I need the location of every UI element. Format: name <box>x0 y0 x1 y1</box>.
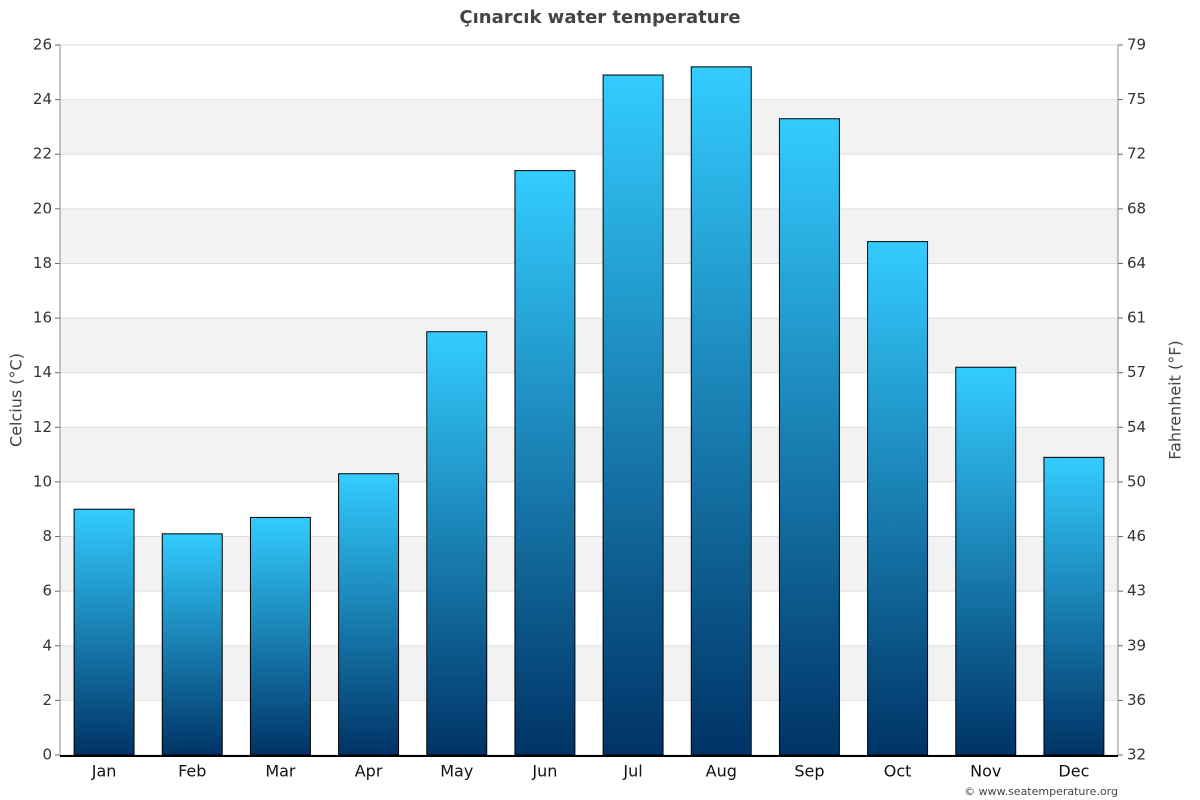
y2-tick-label: 72 <box>1127 145 1146 163</box>
y-tick-label: 4 <box>42 636 52 654</box>
y-tick-label: 0 <box>42 746 52 764</box>
y-tick-label: 8 <box>42 527 52 545</box>
x-tick-label: Apr <box>355 762 383 781</box>
y-tick-label: 22 <box>33 145 52 163</box>
grid-band <box>60 427 1118 482</box>
grid-band <box>60 536 1118 592</box>
y-tick-label: 12 <box>33 418 52 436</box>
y-tick-label: 14 <box>33 363 52 381</box>
y-tick-label: 10 <box>33 472 52 490</box>
y-tick-label: 24 <box>33 90 52 108</box>
bar <box>602 74 664 756</box>
grid-band <box>60 318 1118 373</box>
chart-title: Çınarcık water temperature <box>459 7 740 28</box>
bar <box>778 118 840 756</box>
y-tick-label: 20 <box>33 199 52 217</box>
grid-band <box>60 99 1118 155</box>
bar <box>426 331 488 756</box>
y-tick-label: 6 <box>42 582 52 600</box>
x-tick-label: Jul <box>622 762 642 781</box>
y2-tick-label: 39 <box>1127 636 1146 654</box>
x-tick-label: Jun <box>531 762 557 781</box>
x-tick-label: Dec <box>1058 762 1089 781</box>
bar <box>338 473 400 756</box>
x-tick-label: Sep <box>794 762 824 781</box>
bar <box>690 66 752 756</box>
y2-tick-label: 68 <box>1127 199 1146 217</box>
x-tick-label: Aug <box>706 762 737 781</box>
y2-tick-label: 54 <box>1127 418 1146 436</box>
x-tick-label: Mar <box>265 762 296 781</box>
y2-tick-label: 36 <box>1127 691 1146 709</box>
y2-tick-label: 46 <box>1127 527 1146 545</box>
bar <box>514 170 576 756</box>
y2-tick-label: 50 <box>1127 472 1146 490</box>
y2-tick-label: 57 <box>1127 363 1146 381</box>
y2-tick-label: 61 <box>1127 309 1146 327</box>
grid-band <box>60 645 1118 701</box>
bar <box>1043 456 1105 756</box>
grid-band <box>60 208 1118 264</box>
x-tick-label: Feb <box>178 762 206 781</box>
y-tick-label: 16 <box>33 309 52 327</box>
y2-tick-label: 79 <box>1127 36 1146 54</box>
bar <box>955 366 1017 756</box>
y2-tick-label: 75 <box>1127 90 1146 108</box>
x-tick-label: Jan <box>91 762 117 781</box>
x-tick-label: Oct <box>884 762 912 781</box>
bar <box>73 508 135 756</box>
y2-tick-label: 64 <box>1127 254 1146 272</box>
y2-tick-label: 32 <box>1127 746 1146 764</box>
y2-axis-title: Fahrenheit (°F) <box>1166 340 1185 459</box>
bar <box>867 241 929 756</box>
y2-tick-label: 43 <box>1127 582 1146 600</box>
y-axis-title: Celcius (°C) <box>7 353 26 447</box>
bar <box>161 533 223 756</box>
y-tick-label: 2 <box>42 691 52 709</box>
y-tick-label: 26 <box>33 36 52 54</box>
x-tick-label: May <box>440 762 473 781</box>
bar <box>249 516 311 756</box>
x-tick-label: Nov <box>970 762 1001 781</box>
y-tick-label: 18 <box>33 254 52 272</box>
source-note: © www.seatemperature.org <box>964 785 1118 798</box>
